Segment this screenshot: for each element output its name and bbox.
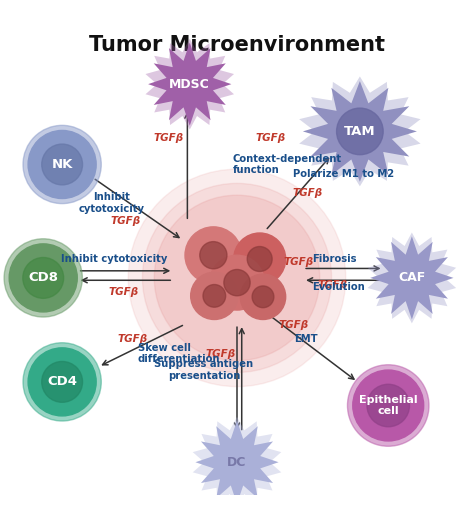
- Text: TGFβ: TGFβ: [109, 287, 138, 297]
- Text: Suppress antigen
presentation: Suppress antigen presentation: [155, 359, 254, 381]
- Circle shape: [9, 244, 77, 312]
- Text: CD4: CD4: [47, 376, 77, 388]
- Circle shape: [155, 195, 319, 361]
- Circle shape: [367, 384, 410, 427]
- Text: Context-dependent
function: Context-dependent function: [232, 154, 341, 175]
- Polygon shape: [193, 417, 281, 508]
- Circle shape: [200, 241, 227, 269]
- Circle shape: [220, 445, 254, 479]
- Polygon shape: [299, 77, 420, 186]
- Text: Tumor Microenvironment: Tumor Microenvironment: [89, 35, 385, 54]
- Circle shape: [247, 247, 272, 271]
- Text: TAM: TAM: [344, 125, 376, 138]
- Circle shape: [210, 255, 264, 310]
- Circle shape: [23, 125, 101, 204]
- Polygon shape: [146, 39, 234, 130]
- Text: TGFβ: TGFβ: [154, 133, 183, 143]
- Circle shape: [203, 284, 226, 307]
- Polygon shape: [195, 421, 279, 504]
- Circle shape: [42, 144, 82, 185]
- Text: TGFβ: TGFβ: [293, 188, 323, 198]
- Text: Polarize M1 to M2: Polarize M1 to M2: [293, 169, 394, 179]
- Text: CD8: CD8: [28, 271, 58, 284]
- Text: Inhibit cytotoxicity: Inhibit cytotoxicity: [61, 254, 167, 264]
- Text: Fibrosis: Fibrosis: [313, 254, 357, 264]
- Circle shape: [347, 365, 429, 447]
- Text: TGFβ: TGFβ: [283, 257, 313, 267]
- Text: Inhibit
cytotoxicity: Inhibit cytotoxicity: [79, 192, 145, 214]
- Circle shape: [234, 233, 286, 285]
- Circle shape: [252, 286, 274, 308]
- Text: CAF: CAF: [398, 271, 426, 284]
- Circle shape: [353, 370, 424, 441]
- Circle shape: [143, 183, 331, 372]
- Text: NK: NK: [52, 158, 73, 171]
- Text: MDSC: MDSC: [169, 78, 210, 91]
- Circle shape: [337, 108, 383, 155]
- Circle shape: [128, 169, 346, 386]
- Circle shape: [28, 131, 96, 198]
- Text: Evolution: Evolution: [313, 282, 365, 292]
- Text: Skew cell
differentiation: Skew cell differentiation: [138, 343, 220, 364]
- Text: TGFβ: TGFβ: [118, 334, 148, 344]
- Text: TGFβ: TGFβ: [111, 216, 141, 226]
- Polygon shape: [367, 233, 456, 323]
- Circle shape: [23, 343, 101, 421]
- Circle shape: [240, 274, 286, 320]
- Circle shape: [395, 261, 429, 295]
- Polygon shape: [148, 42, 231, 126]
- Circle shape: [191, 272, 238, 320]
- Circle shape: [4, 239, 82, 317]
- Polygon shape: [303, 81, 417, 182]
- Circle shape: [224, 269, 250, 296]
- Text: DC: DC: [228, 456, 246, 469]
- Text: TGFβ: TGFβ: [318, 280, 348, 291]
- Text: TGFβ: TGFβ: [255, 133, 285, 143]
- Circle shape: [173, 67, 207, 101]
- Circle shape: [185, 227, 242, 283]
- Text: Epithelial
cell: Epithelial cell: [359, 395, 418, 416]
- Circle shape: [23, 257, 64, 298]
- Circle shape: [28, 348, 96, 416]
- Circle shape: [42, 362, 82, 402]
- Text: EMT: EMT: [294, 334, 317, 344]
- Text: TGFβ: TGFβ: [205, 349, 236, 358]
- Polygon shape: [370, 236, 454, 320]
- Text: TGFβ: TGFβ: [279, 320, 309, 330]
